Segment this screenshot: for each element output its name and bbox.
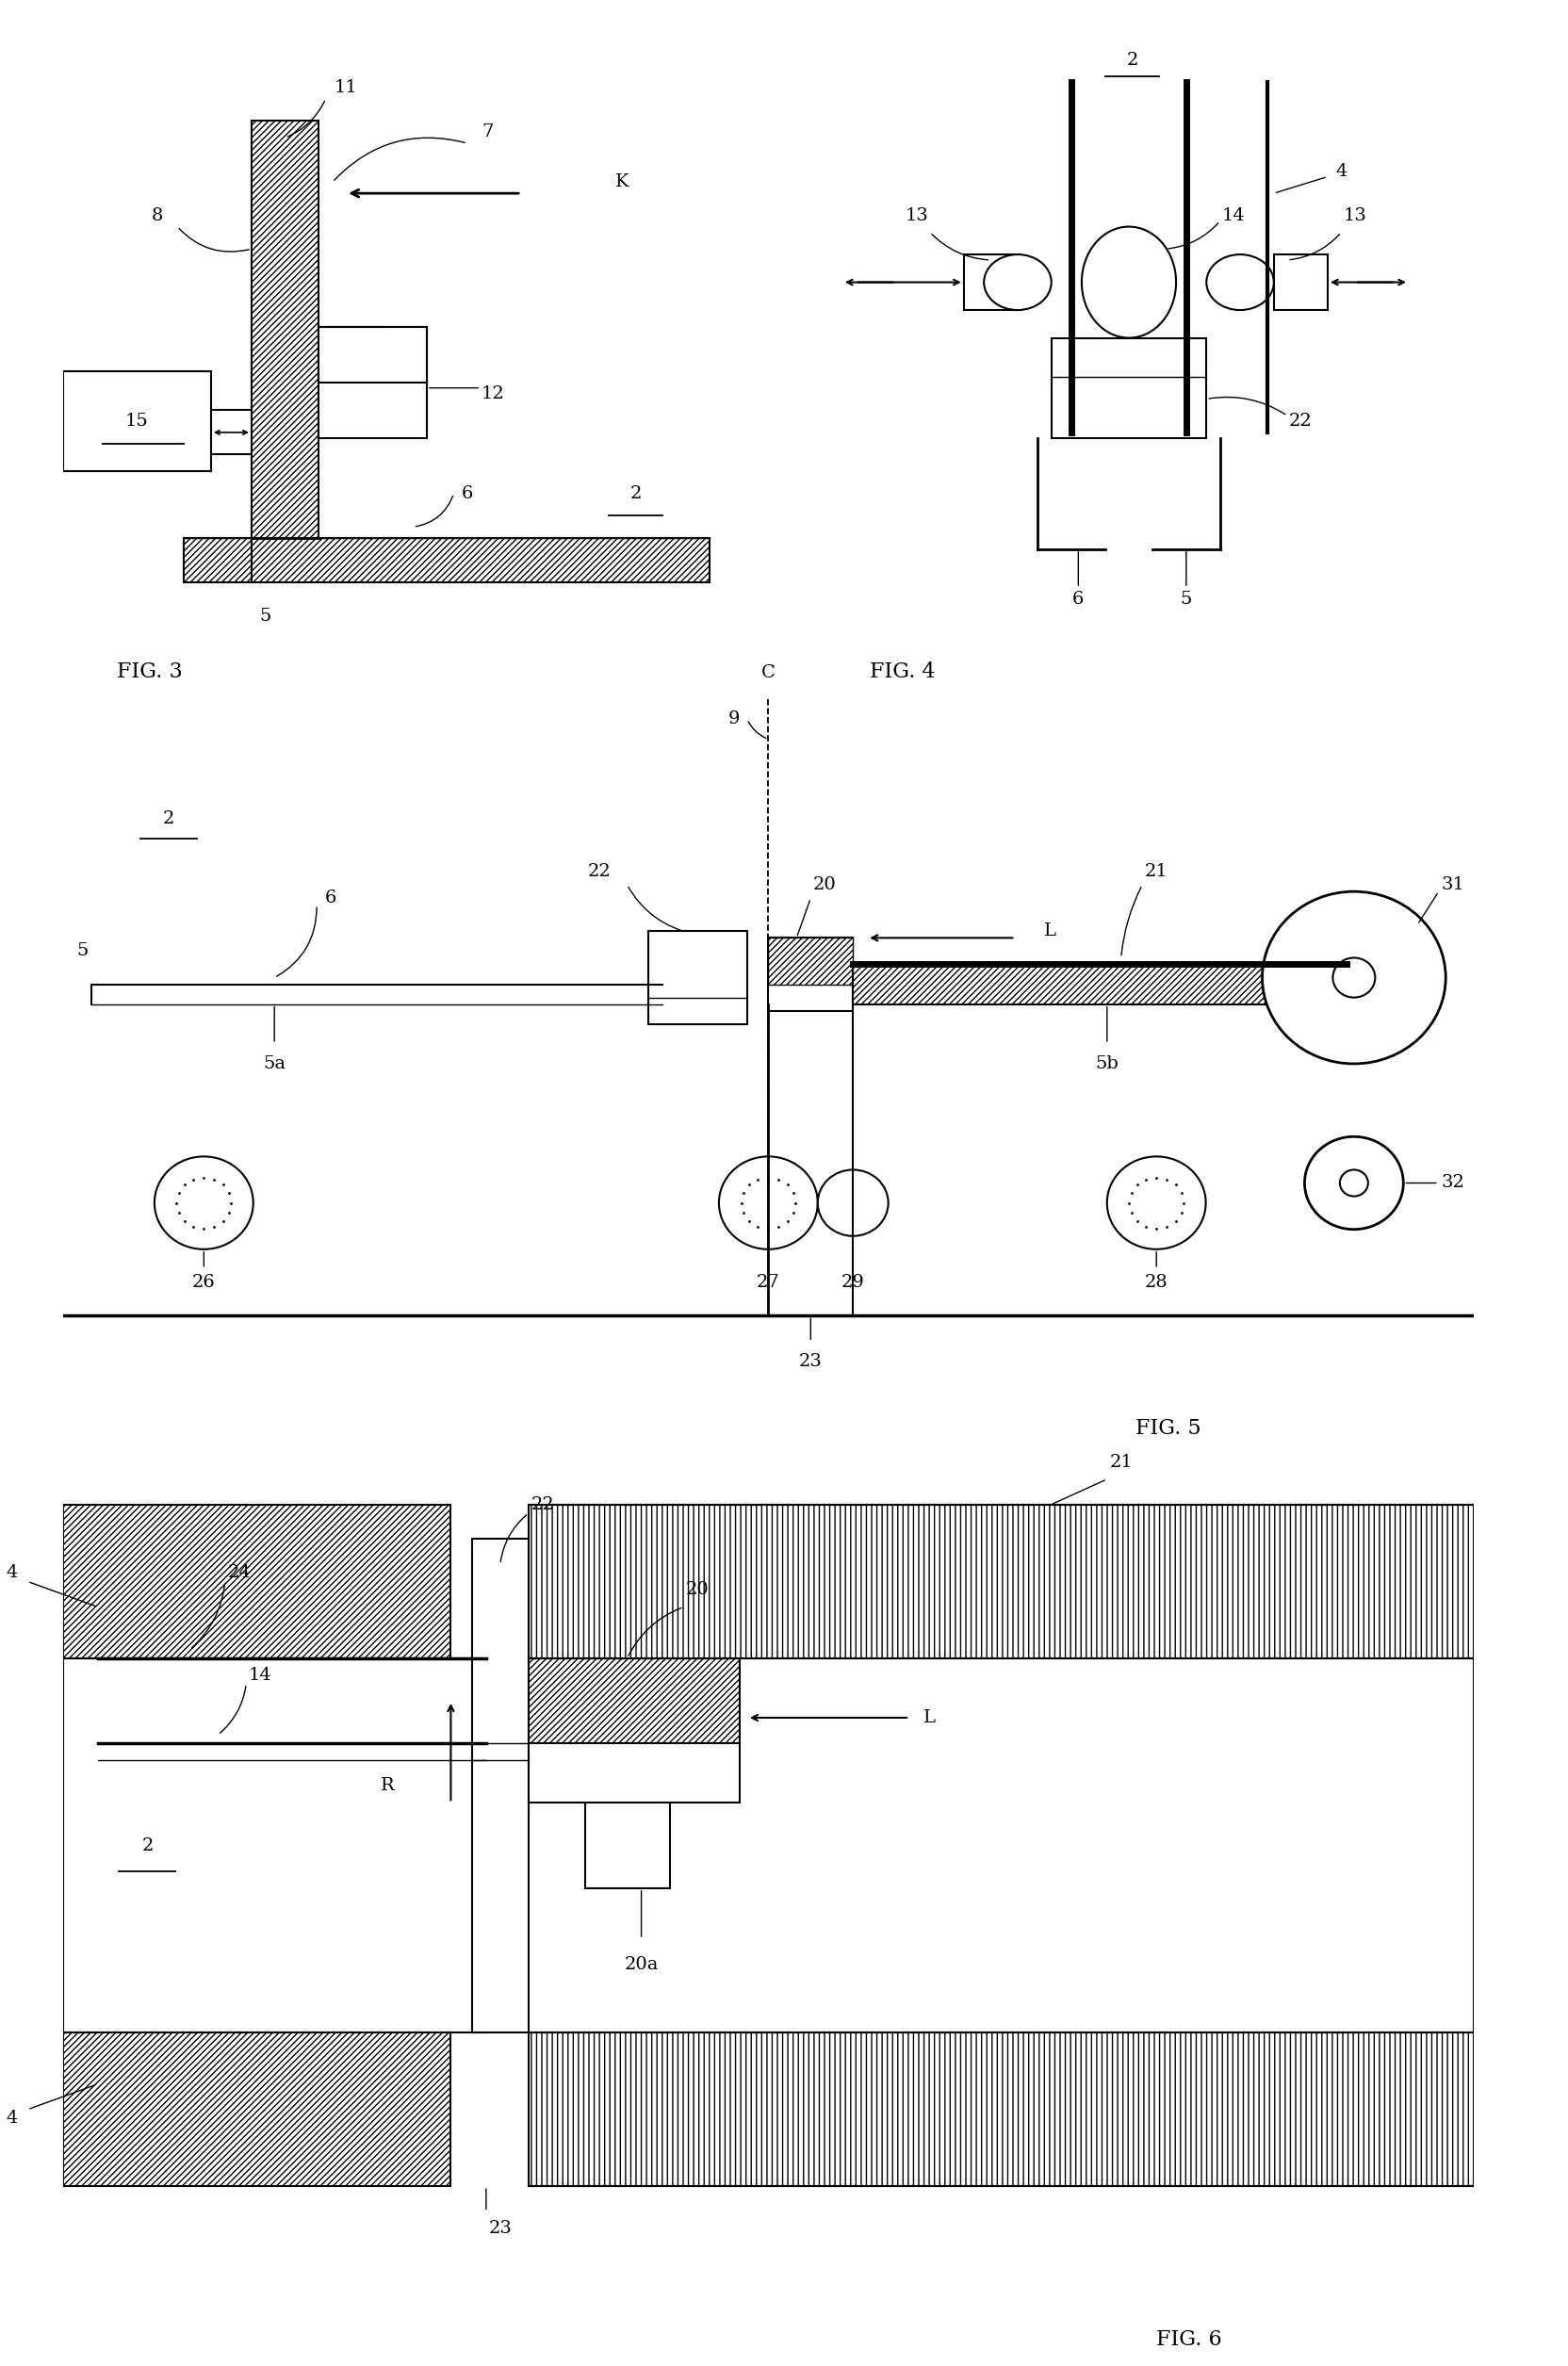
Bar (63, 2032, 452, 2186)
Text: 2: 2 (141, 1836, 154, 1855)
Circle shape (1262, 892, 1446, 1065)
Text: 26: 26 (193, 1273, 215, 1292)
Bar (528, 1505, 1474, 1659)
Bar (318, 327, 426, 438)
Text: 5: 5 (259, 608, 271, 625)
Text: 4: 4 (6, 2110, 17, 2127)
Text: 5b: 5b (1096, 1055, 1118, 1072)
Text: 21: 21 (1110, 1453, 1132, 1472)
Bar (528, 1659, 740, 1744)
Text: 7: 7 (481, 123, 494, 140)
Text: 5: 5 (1181, 592, 1192, 608)
Text: 13: 13 (905, 208, 928, 225)
Ellipse shape (1082, 227, 1176, 338)
Text: 21: 21 (1145, 864, 1168, 880)
Bar (318, 327, 386, 383)
Text: R: R (381, 1777, 394, 1793)
Text: 20a: 20a (624, 1957, 659, 1973)
Text: 28: 28 (1145, 1273, 1168, 1292)
Text: 22: 22 (532, 1495, 554, 1514)
Bar (63, 1505, 452, 1659)
Text: 9: 9 (728, 710, 740, 729)
Text: 2: 2 (163, 809, 174, 828)
Text: 6: 6 (325, 890, 337, 906)
Text: 13: 13 (1344, 208, 1366, 225)
Text: 14: 14 (1221, 208, 1245, 225)
Bar (1051, 338, 1206, 438)
Circle shape (1107, 1157, 1206, 1249)
Bar (528, 2032, 1474, 2186)
Text: 5a: 5a (263, 1055, 285, 1072)
Bar (768, 937, 853, 1010)
Circle shape (1305, 1136, 1403, 1230)
Text: 27: 27 (757, 1273, 779, 1292)
Text: 2: 2 (630, 485, 641, 502)
Circle shape (155, 1157, 254, 1249)
Text: 31: 31 (1441, 875, 1465, 894)
Text: FIG. 6: FIG. 6 (1157, 2328, 1221, 2349)
Text: FIG. 5: FIG. 5 (1135, 1417, 1201, 1439)
Text: 22: 22 (588, 864, 610, 880)
Circle shape (1339, 1169, 1369, 1197)
Bar (472, 1538, 528, 2032)
Text: L: L (924, 1708, 936, 1727)
Text: K: K (616, 173, 629, 192)
Text: 2: 2 (1126, 52, 1138, 69)
Bar (853, 965, 1361, 1003)
Bar (964, 256, 1018, 310)
Text: 22: 22 (1289, 412, 1312, 431)
Text: FIG. 3: FIG. 3 (116, 660, 182, 681)
Circle shape (1333, 958, 1375, 998)
Bar (183, 537, 710, 582)
Bar (768, 937, 853, 984)
Text: 32: 32 (1441, 1174, 1465, 1192)
Text: 8: 8 (151, 208, 163, 225)
Text: 14: 14 (249, 1666, 271, 1685)
Text: 5: 5 (77, 942, 88, 961)
Text: 15: 15 (125, 412, 149, 431)
Text: 11: 11 (334, 78, 358, 97)
Text: 20: 20 (687, 1580, 709, 1599)
Text: FIG. 4: FIG. 4 (869, 660, 935, 681)
Text: 12: 12 (481, 386, 503, 402)
Text: 23: 23 (489, 2219, 511, 2238)
Bar (63, 371, 212, 471)
Text: 6: 6 (1073, 592, 1083, 608)
Text: 24: 24 (227, 1564, 251, 1580)
Circle shape (720, 1157, 818, 1249)
Bar (649, 932, 748, 1024)
Text: 20: 20 (814, 875, 836, 894)
Text: 23: 23 (800, 1353, 822, 1370)
Text: 4: 4 (6, 1564, 17, 1580)
Circle shape (985, 256, 1051, 310)
Text: L: L (1044, 923, 1057, 939)
Bar (251, 121, 318, 537)
Text: 29: 29 (842, 1273, 864, 1292)
Circle shape (818, 1169, 889, 1235)
Text: 6: 6 (461, 485, 474, 502)
Circle shape (1206, 256, 1273, 310)
Text: C: C (762, 665, 775, 681)
Text: 4: 4 (1336, 163, 1347, 180)
Bar (212, 409, 251, 454)
Bar (528, 1744, 740, 1803)
Bar (1273, 256, 1328, 310)
